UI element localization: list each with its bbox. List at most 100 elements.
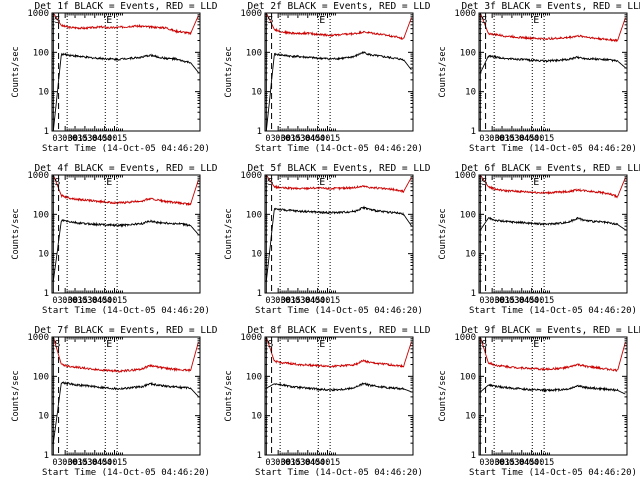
plot-frame — [51, 174, 201, 294]
chart-panel-9: Det 9f BLACK = Events, RED = LLD S E 1 10 100… — [438, 325, 640, 478]
y-tick-label: 100 — [246, 372, 262, 382]
x-tick-label: 03:00 — [265, 134, 291, 144]
x-tick-label: 03:45 — [509, 134, 535, 144]
y-axis-label: Counts/sec — [224, 208, 234, 259]
x-tick-label: 04:00 — [519, 134, 545, 144]
start-marker-label: S — [267, 177, 273, 188]
series-events-line — [52, 218, 199, 282]
x-tick-label: 03:00 — [479, 296, 505, 306]
x-axis-label: Start Time (14-Oct-05 04:46:20) — [255, 306, 423, 316]
y-tick-label: 100 — [246, 48, 262, 58]
series-events-line — [266, 382, 412, 393]
x-axis-label: Start Time (14-Oct-05 04:46:20) — [469, 306, 637, 316]
y-tick-label: 1 — [44, 127, 49, 137]
x-tick-label: 03:45 — [295, 134, 321, 144]
chart-panel-8: Det 8f BLACK = Events, RED = LLD S E 1 10 100… — [224, 325, 431, 478]
start-marker-label: S — [54, 339, 60, 350]
y-tick-label: 1000 — [240, 171, 262, 181]
chart-title: Det 4f BLACK = Events, RED = LLD — [34, 163, 217, 174]
series-lld-line — [479, 12, 626, 43]
chart-title: Det 2f BLACK = Events, RED = LLD — [247, 1, 430, 12]
series-lld-line — [479, 336, 626, 372]
x-tick-label: 04:00 — [92, 134, 118, 144]
y-tick-label: 1000 — [27, 333, 49, 343]
start-marker-label: S — [481, 177, 487, 188]
series-events-line — [479, 54, 626, 74]
y-tick-label: 1 — [257, 289, 262, 299]
y-axis-label: Counts/sec — [438, 46, 448, 97]
end-marker-label: E — [319, 339, 325, 350]
x-tick-label: 03:00 — [52, 296, 78, 306]
x-axis-label: Start Time (14-Oct-05 04:46:20) — [255, 468, 423, 478]
series-events-line — [479, 216, 626, 231]
x-tick-label: 03:30 — [285, 134, 311, 144]
x-tick-label: 03:45 — [509, 458, 535, 468]
y-tick-label: 1 — [471, 127, 476, 137]
y-axis-label: Counts/sec — [11, 46, 21, 97]
end-marker-label: E — [319, 15, 325, 26]
end-marker-label: E — [106, 15, 112, 26]
x-tick-label: 04:15 — [102, 134, 128, 144]
y-tick-label: 10 — [251, 250, 262, 260]
chart-panel-1: Det 1f BLACK = Events, RED = LLD S E 1 10 100… — [11, 1, 218, 154]
x-tick-label: 03:30 — [72, 134, 98, 144]
x-tick-label: 03:45 — [82, 134, 108, 144]
x-tick-label: 04:15 — [315, 296, 341, 306]
series-events-line — [265, 50, 412, 132]
x-axis-label: Start Time (14-Oct-05 04:46:20) — [42, 306, 210, 316]
y-tick-label: 100 — [460, 210, 476, 220]
chart-panel-6: Det 6f BLACK = Events, RED = LLD S E 1 10 100… — [438, 163, 640, 316]
series-lld-line — [52, 174, 199, 207]
chart-panel-7: Det 7f BLACK = Events, RED = LLD S E 1 10 100… — [11, 325, 218, 478]
y-tick-label: 10 — [465, 88, 476, 98]
y-axis-label: Counts/sec — [438, 370, 448, 421]
y-tick-label: 10 — [38, 250, 49, 260]
chart-title: Det 5f BLACK = Events, RED = LLD — [247, 163, 430, 174]
chart-title: Det 7f BLACK = Events, RED = LLD — [34, 325, 217, 336]
x-tick-label: 03:30 — [285, 296, 311, 306]
x-tick-label: 03:00 — [479, 134, 505, 144]
y-tick-label: 1000 — [240, 333, 262, 343]
start-marker-label: S — [481, 15, 487, 26]
y-axis-label: Counts/sec — [11, 208, 21, 259]
x-tick-label: 03:15 — [62, 134, 88, 144]
x-tick-label: 03:45 — [509, 296, 535, 306]
x-tick-label: 03:45 — [295, 458, 321, 468]
x-tick-label: 04:15 — [529, 296, 555, 306]
y-tick-label: 1 — [471, 451, 476, 461]
x-axis-label: Start Time (14-Oct-05 04:46:20) — [255, 144, 423, 154]
y-axis-label: Counts/sec — [11, 370, 21, 421]
x-tick-label: 03:30 — [499, 458, 525, 468]
chart-panel-3: Det 3f BLACK = Events, RED = LLD S E 1 10 100… — [438, 1, 640, 154]
start-marker-label: S — [54, 15, 60, 26]
y-axis-label: Counts/sec — [224, 370, 234, 421]
x-tick-label: 04:15 — [529, 134, 555, 144]
y-tick-label: 100 — [33, 48, 49, 58]
x-tick-label: 04:15 — [529, 458, 555, 468]
x-tick-label: 03:15 — [489, 134, 515, 144]
y-tick-label: 1000 — [27, 9, 49, 19]
y-axis-label: Counts/sec — [438, 208, 448, 259]
x-tick-label: 03:00 — [52, 134, 78, 144]
start-marker-label: S — [267, 339, 273, 350]
x-tick-label: 04:00 — [519, 296, 545, 306]
x-tick-label: 03:30 — [72, 458, 98, 468]
start-marker-label: S — [481, 339, 487, 350]
x-tick-label: 03:45 — [295, 296, 321, 306]
x-tick-label: 03:15 — [489, 296, 515, 306]
y-tick-label: 1000 — [240, 9, 262, 19]
chart-panel-2: Det 2f BLACK = Events, RED = LLD S E 1 10 100… — [224, 1, 431, 154]
x-tick-label: 03:15 — [62, 296, 88, 306]
series-events-line — [52, 52, 199, 132]
x-tick-label: 03:00 — [479, 458, 505, 468]
x-tick-label: 03:15 — [489, 458, 515, 468]
start-marker-label: S — [54, 177, 60, 188]
y-axis-label: Counts/sec — [224, 46, 234, 97]
y-tick-label: 100 — [33, 372, 49, 382]
y-tick-label: 1000 — [454, 333, 476, 343]
x-axis-label: Start Time (14-Oct-05 04:46:20) — [469, 144, 637, 154]
x-tick-label: 03:45 — [82, 296, 108, 306]
y-tick-label: 100 — [460, 372, 476, 382]
x-tick-label: 04:15 — [102, 296, 128, 306]
